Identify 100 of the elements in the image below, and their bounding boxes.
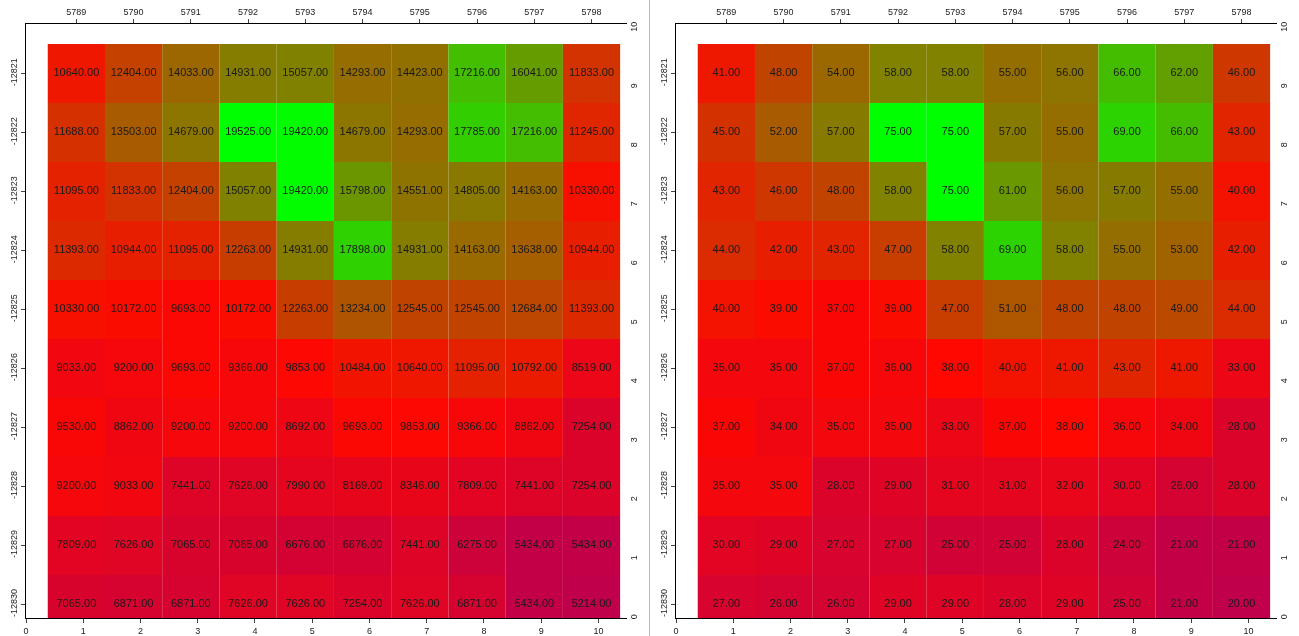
data-label: 35.00 (712, 361, 741, 374)
y2-tick-label: 3 (629, 437, 639, 443)
data-label: 41.00 (1056, 361, 1084, 374)
data-label: 38.00 (1056, 420, 1084, 433)
data-label: 29.00 (941, 597, 970, 610)
data-label: 5214.00 (571, 597, 612, 610)
data-label: 7626.00 (228, 597, 268, 610)
data-label: 56.00 (1056, 184, 1084, 197)
data-label: 8519.00 (571, 361, 612, 374)
y-tick-label: -12827 (659, 412, 670, 441)
x-tick-label: 5797 (1174, 7, 1195, 18)
data-label: 17216.00 (454, 66, 500, 79)
data-label: 14805.00 (454, 184, 500, 197)
x2-tick-label: 7 (1074, 625, 1080, 636)
data-label: 11095.00 (53, 184, 99, 197)
data-label: 61.00 (998, 184, 1027, 197)
y2-tick-label: 7 (1279, 201, 1289, 207)
x2-tick-label: 2 (787, 625, 793, 636)
data-label: 26.00 (827, 597, 855, 610)
y-tick-label: -12823 (9, 176, 20, 205)
data-label: 41.00 (712, 66, 741, 79)
x2-tick-label: 8 (481, 625, 487, 636)
data-label: 75.00 (884, 125, 912, 138)
y2-tick-label: 2 (1279, 496, 1289, 502)
data-label: 13234.00 (339, 302, 386, 315)
data-label: 11095.00 (168, 243, 214, 256)
data-label: 7626.00 (285, 597, 326, 610)
data-label: 39.00 (884, 302, 912, 315)
data-label: 14293.00 (396, 125, 443, 138)
data-label: 27.00 (827, 538, 855, 551)
y-tick-label: -12826 (9, 353, 20, 382)
y2-tick-label: 1 (629, 555, 639, 561)
data-label: 15798.00 (339, 184, 386, 197)
data-label: 75.00 (941, 125, 970, 138)
data-label: 58.00 (884, 184, 912, 197)
data-label: 9366.00 (228, 361, 268, 374)
data-label: 29.00 (769, 538, 798, 551)
data-label: 55.00 (1170, 184, 1199, 197)
y-tick-label: -12822 (659, 117, 670, 146)
data-label: 21.00 (1227, 538, 1256, 551)
data-label: 11095.00 (454, 361, 500, 374)
y2-tick-label: 3 (1279, 437, 1289, 443)
y-tick-label: -12825 (659, 294, 670, 323)
data-label: 5434.00 (514, 538, 555, 551)
y2-tick-label: 7 (629, 201, 639, 207)
data-label: 7065.00 (56, 597, 97, 610)
data-label: 14423.00 (396, 66, 443, 79)
data-label: 7626.00 (228, 479, 268, 492)
data-label: 5434.00 (514, 597, 555, 610)
x-tick-label: 5796 (1117, 7, 1138, 18)
data-label: 7809.00 (56, 538, 97, 551)
data-label: 10792.00 (511, 361, 558, 374)
data-label: 37.00 (827, 302, 855, 315)
data-label: 28.00 (827, 479, 855, 492)
data-label: 16041.00 (511, 66, 558, 79)
y-tick-label: -12821 (9, 58, 20, 87)
data-label: 21.00 (1170, 597, 1199, 610)
x-tick-label: 5791 (180, 7, 201, 18)
x-tick-label: 5792 (888, 7, 909, 18)
y2-tick-label: 0 (1279, 614, 1289, 620)
data-label: 7254.00 (342, 597, 383, 610)
data-label: 48.00 (1113, 302, 1141, 315)
data-label: 11393.00 (568, 302, 615, 315)
data-label: 9033.00 (56, 361, 97, 374)
data-label: 57.00 (1113, 184, 1141, 197)
y2-tick-label: 5 (1279, 319, 1289, 325)
x-tick-label: 5798 (1231, 7, 1252, 18)
data-label: 9853.00 (285, 361, 326, 374)
y-tick-label: -12824 (9, 235, 20, 264)
data-label: 66.00 (1170, 125, 1199, 138)
x-tick-label: 5794 (352, 7, 373, 18)
data-label: 12404.00 (110, 66, 157, 79)
data-label: 10640.00 (53, 66, 100, 79)
data-label: 35.00 (827, 420, 855, 433)
data-label: 51.00 (998, 302, 1027, 315)
data-label: 28.00 (1227, 479, 1256, 492)
x-tick-label: 5789 (716, 7, 737, 18)
data-label: 58.00 (941, 66, 970, 79)
x2-tick-label: 4 (252, 625, 258, 636)
data-label: 20.00 (1227, 597, 1256, 610)
data-label: 19420.00 (282, 184, 329, 197)
y2-tick-label: 8 (629, 142, 639, 148)
data-label: 7441.00 (399, 538, 440, 551)
data-label: 10484.00 (339, 361, 386, 374)
y2-tick-label: 6 (1279, 260, 1289, 266)
data-label: 48.00 (827, 184, 855, 197)
data-label: 7254.00 (571, 420, 612, 433)
y2-tick-label: 4 (1279, 378, 1289, 384)
data-label: 7626.00 (113, 538, 154, 551)
data-label: 11245.00 (568, 125, 615, 138)
data-label: 58.00 (1056, 243, 1084, 256)
data-label: 43.00 (1227, 125, 1256, 138)
data-label: 12545.00 (396, 302, 443, 315)
data-label: 12545.00 (454, 302, 500, 315)
data-label: 10172.00 (110, 302, 157, 315)
data-label: 31.00 (998, 479, 1027, 492)
y-tick-label: -12824 (659, 235, 670, 264)
data-label: 28.00 (998, 597, 1027, 610)
data-label: 69.00 (998, 243, 1027, 256)
data-label: 11393.00 (53, 243, 99, 256)
